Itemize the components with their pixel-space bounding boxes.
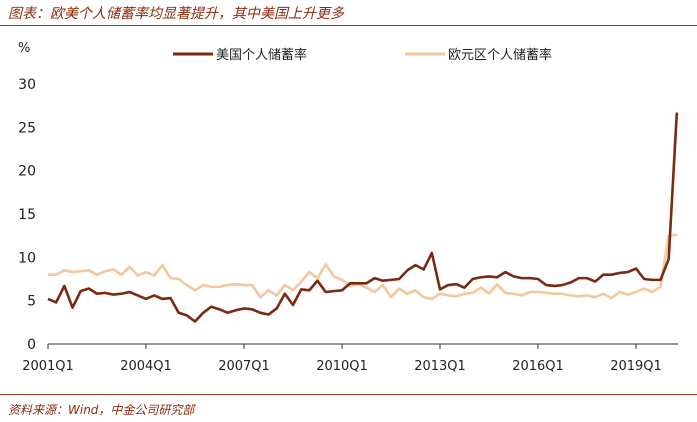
line-chart: % 0 5 10 15 20 25 30 2001Q1 2004Q1 2007Q1 2010Q1 201…: [18, 41, 679, 374]
eurozone-saving-rate-line: [48, 233, 677, 301]
source-divider: [0, 394, 697, 395]
source-note: 资料来源：Wind，中金公司研究部: [8, 403, 195, 417]
title-divider: [0, 25, 697, 26]
y-tick-label: 30: [18, 77, 36, 93]
x-tick-label: 2010Q1: [316, 359, 368, 374]
y-tick-label: 0: [27, 337, 36, 353]
y-tick-label: 10: [18, 250, 36, 266]
x-tick-label: 2004Q1: [120, 359, 172, 374]
us-saving-rate-line: [47, 112, 679, 323]
y-tick-label: 25: [18, 120, 36, 136]
figure-title: 图表：欧美个人储蓄率均显著提升，其中美国上升更多: [8, 6, 344, 22]
x-tick-label: 2013Q1: [414, 359, 466, 374]
y-tick-label: 15: [18, 207, 36, 223]
y-tick-label: 20: [18, 164, 36, 180]
x-tick-label: 2001Q1: [22, 359, 74, 374]
legend-label-eurozone: 欧元区个人储蓄率: [448, 47, 552, 63]
y-tick-label: 5: [27, 294, 36, 310]
y-axis-unit-label: %: [18, 41, 30, 56]
x-tick-label: 2007Q1: [218, 359, 270, 374]
x-tick-label: 2016Q1: [512, 359, 564, 374]
x-tick-label: 2019Q1: [610, 359, 662, 374]
legend-label-us: 美国个人储蓄率: [216, 47, 307, 63]
